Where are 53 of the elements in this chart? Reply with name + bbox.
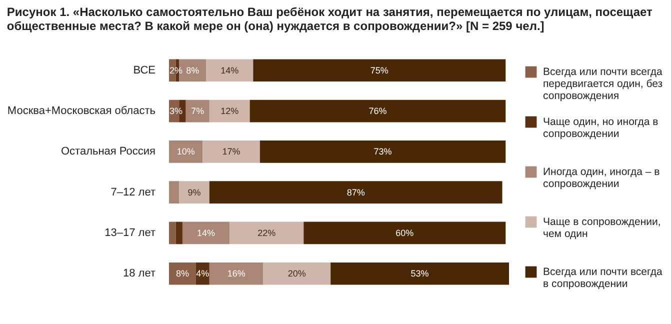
legend-label: Иногда один, иногда – в сопровождении [543,166,660,190]
data-label: 12% [220,106,239,116]
data-label: 60% [396,228,414,238]
data-label: 2% [170,65,183,76]
data-label: 75% [370,65,388,76]
bar [304,222,506,244]
y-tick-label: 18 лет [122,268,156,280]
bar [169,181,180,204]
data-label: 10% [176,146,195,157]
data-label: 14% [220,65,239,76]
bar [263,262,331,285]
data-label: 53% [410,268,429,279]
bar [230,222,304,244]
bar [253,59,506,82]
bar [186,100,210,122]
data-label: 17% [222,146,240,157]
data-label: 73% [374,146,392,157]
legend-label: Всегда или почти всегда в сопровождении [543,266,662,290]
bar [182,222,230,244]
bar [206,59,254,82]
bar [169,222,176,244]
data-label: 9% [188,187,201,198]
y-tick-label: Москва+Московская область [7,105,156,118]
y-tick-label: Остальная Россия [60,146,156,158]
legend-label: Всегда или почти всегда передвигается один, без сопровождения [543,66,663,102]
data-label: 22% [258,228,276,238]
data-label: 8% [176,268,189,279]
data-label: 20% [288,268,306,279]
bar [260,140,506,163]
legend-label: Чаще один, но иногда в сопровождении [543,116,659,140]
bar [176,222,182,244]
bar [250,100,506,122]
bar [202,140,260,163]
y-tick-label: 13–17 лет [104,226,156,239]
y-tick-label: 7–12 лет [110,186,156,198]
bar [169,262,196,285]
data-label: 3% [170,106,183,116]
bar [330,262,509,285]
bar [179,181,210,204]
data-label: 87% [346,187,365,198]
bar [169,140,203,163]
y-tick-label: ВСЕ [133,64,156,76]
chart-title: Рисунок 1. «Насколько самостоятельно Ваш ребёнок ходит на занятия, перемещается по улицам, посещает общественные места? В какой мере он (она) нуждается в сопровождении?» [N = 259 чел.] [6,5,653,33]
data-label: 14% [197,228,216,238]
data-label: 8% [186,65,200,76]
data-label: 7% [191,106,204,116]
data-label: 4% [196,268,210,279]
legend-label: Чаще в сопровождении, чем один [543,216,661,240]
bar [209,100,250,122]
bar [209,262,264,285]
bar [209,181,502,204]
data-label: 16% [227,268,246,279]
data-label: 76% [368,106,387,116]
